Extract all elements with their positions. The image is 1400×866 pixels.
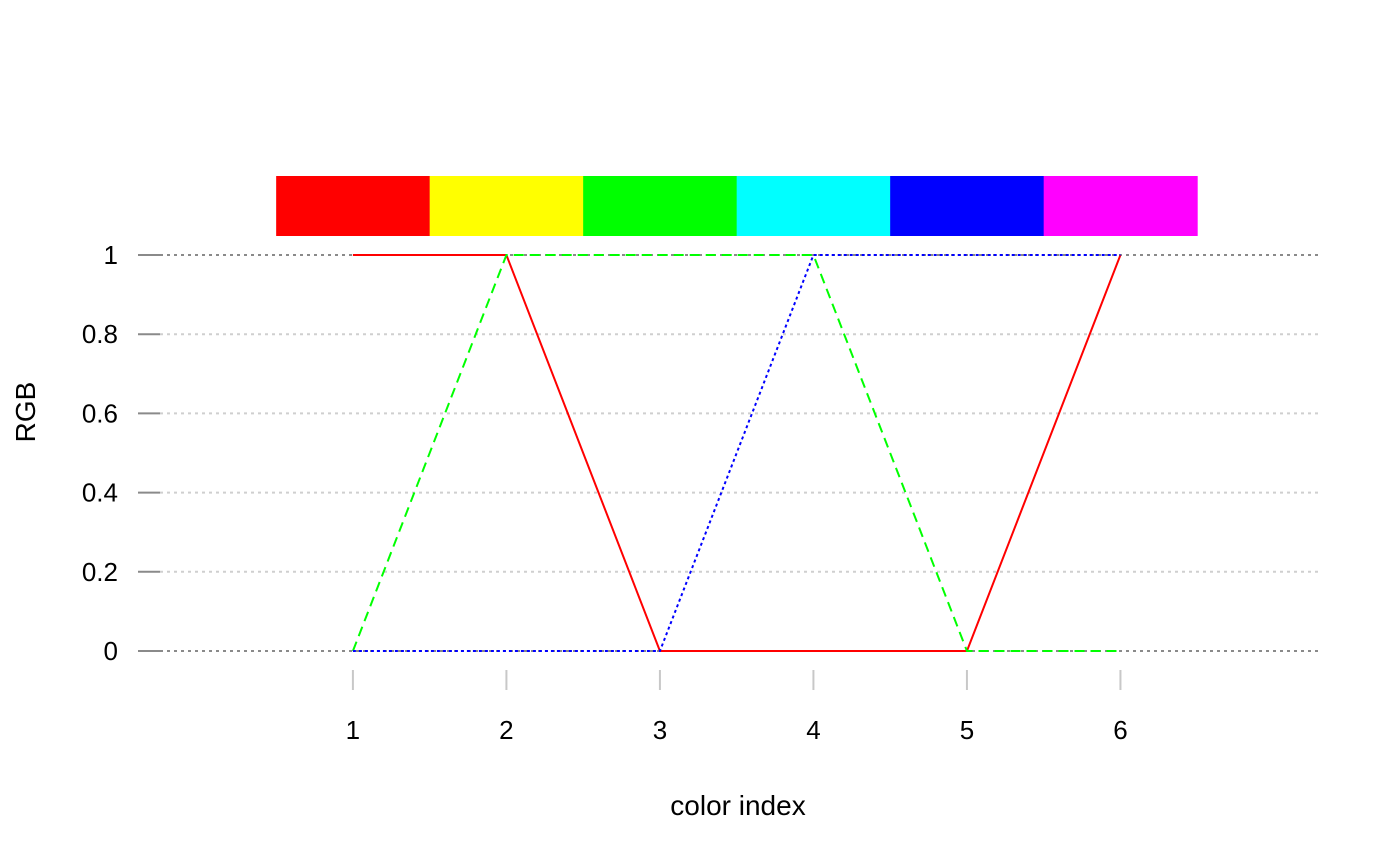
color-swatch bbox=[736, 176, 891, 236]
series-line bbox=[352, 254, 1121, 652]
grid-lines bbox=[160, 254, 1320, 652]
color-swatch-bar bbox=[276, 176, 1198, 236]
x-axis-title: color index bbox=[670, 790, 805, 821]
series-lines bbox=[351, 254, 1122, 652]
x-tick-label: 6 bbox=[1113, 715, 1127, 745]
color-swatch bbox=[583, 176, 738, 236]
color-swatch bbox=[890, 176, 1045, 236]
x-tick-label: 1 bbox=[346, 715, 360, 745]
y-tick-label: 0.6 bbox=[82, 398, 118, 428]
y-axis: 0 0.2 0.4 0.6 0.8 1 bbox=[82, 240, 160, 666]
y-tick-label: 0.8 bbox=[82, 319, 118, 349]
x-tick-label: 5 bbox=[960, 715, 974, 745]
series-line bbox=[351, 254, 1121, 652]
y-tick-label: 0.2 bbox=[82, 557, 118, 587]
y-tick-label: 0 bbox=[104, 636, 118, 666]
y-tick-label: 0.4 bbox=[82, 478, 118, 508]
color-swatch bbox=[1043, 176, 1198, 236]
color-swatch bbox=[429, 176, 584, 236]
series-line bbox=[352, 254, 1122, 652]
x-tick-label: 4 bbox=[806, 715, 820, 745]
y-axis-title: RGB bbox=[10, 382, 41, 443]
x-axis: 1 2 3 4 5 6 bbox=[346, 670, 1128, 745]
y-tick-label: 1 bbox=[104, 240, 118, 270]
x-tick-label: 3 bbox=[653, 715, 667, 745]
color-swatch bbox=[276, 176, 431, 236]
x-tick-label: 2 bbox=[499, 715, 513, 745]
